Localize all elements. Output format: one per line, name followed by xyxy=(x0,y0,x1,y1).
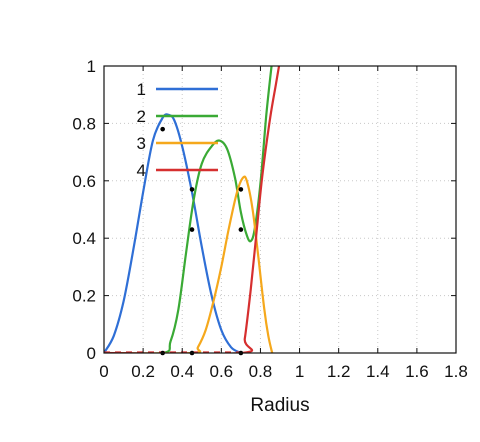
legend-label-3: 3 xyxy=(137,134,146,153)
x-tick-label: 0.4 xyxy=(170,362,194,381)
y-tick-label: 1 xyxy=(87,57,96,76)
series-1-line xyxy=(104,113,242,353)
legend-label-4: 4 xyxy=(137,161,146,180)
y-tick-label: 0.2 xyxy=(72,287,96,306)
marker-layer xyxy=(160,126,244,356)
x-axis-label: Radius xyxy=(250,395,309,416)
data-marker xyxy=(238,187,244,192)
y-tick-label: 0.6 xyxy=(72,172,96,191)
legend-label-2: 2 xyxy=(137,107,146,126)
x-tick-label: 0 xyxy=(99,362,108,381)
grid xyxy=(104,66,456,353)
data-marker xyxy=(160,126,165,132)
y-tick-label: 0 xyxy=(87,344,96,363)
series-layer xyxy=(104,66,281,353)
x-tick-label: 1.2 xyxy=(327,362,351,381)
x-tick-label: 0.2 xyxy=(131,362,155,381)
legend-label-1: 1 xyxy=(137,80,146,99)
series-2-line xyxy=(104,66,273,353)
x-tick-label: 1.6 xyxy=(405,362,429,381)
x-tick-label: 1.4 xyxy=(366,362,390,381)
x-tick-label: 0.8 xyxy=(249,362,273,381)
series-3-line xyxy=(104,175,274,353)
x-tick-label: 1 xyxy=(295,362,304,381)
series-4-line xyxy=(104,66,281,353)
ticks: 0 0.2 0.4 0.6 0.8 1 1.2 1.4 1.6 1.8 0 0.2 0.4 0.6 0.8 1 xyxy=(72,57,467,381)
y-tick-label: 0.8 xyxy=(72,114,96,133)
x-tick-label: 0.6 xyxy=(210,362,234,381)
x-tick-label: 1.8 xyxy=(444,362,468,381)
y-tick-label: 0.4 xyxy=(72,229,96,248)
data-marker xyxy=(238,227,244,232)
legend: 1 2 3 4 xyxy=(137,80,218,180)
plot-frame xyxy=(103,65,457,354)
data-marker xyxy=(189,187,195,192)
data-marker xyxy=(189,227,195,232)
